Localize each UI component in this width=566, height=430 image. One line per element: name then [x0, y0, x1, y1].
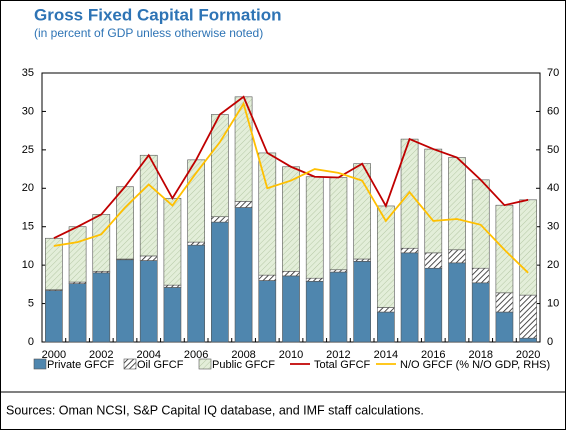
bar-segment — [400, 247, 419, 254]
bar-segment — [519, 294, 537, 339]
bar-segment — [116, 259, 134, 343]
bar-segment — [282, 270, 300, 277]
bar-segment — [68, 283, 87, 343]
bar-segment — [116, 186, 134, 260]
bar-segment — [424, 252, 443, 269]
legend-label: Public GFCF — [212, 359, 275, 371]
bar-segment — [305, 277, 324, 282]
bar-segment — [305, 176, 324, 279]
bar-segment — [329, 269, 348, 273]
bar-segment — [258, 152, 277, 276]
x-tick-label: 2008 — [231, 349, 255, 361]
legend-swatch — [33, 358, 47, 370]
chart-subtitle: (in percent of GDP unless otherwise note… — [34, 26, 263, 40]
y2-tick-label: 30 — [547, 221, 559, 233]
bar-segment — [353, 258, 371, 262]
legend-label: Total GFCF — [314, 359, 371, 371]
bar-segment — [211, 114, 229, 218]
y2-tick-label: 60 — [547, 105, 559, 117]
y2-tick-label: 20 — [547, 259, 559, 271]
bar-segment — [68, 226, 87, 283]
bar-segment — [139, 154, 158, 257]
y2-tick-label: 40 — [547, 182, 559, 194]
bar-segment — [92, 214, 111, 272]
legend-swatch — [198, 358, 212, 370]
y2-tick-label: 0 — [547, 336, 553, 348]
bar-segment — [211, 221, 229, 343]
y-tick-label: 20 — [22, 182, 34, 194]
legend-label: N/O GFCF (% N/O GDP, RHS) — [400, 359, 550, 371]
line-series — [53, 95, 529, 240]
bar-segment — [211, 216, 229, 223]
x-tick-label: 2010 — [279, 349, 303, 361]
line-series — [53, 101, 529, 274]
bar-segment — [424, 148, 443, 254]
legend-label: Private GFCF — [47, 359, 115, 371]
bar-segment — [448, 157, 466, 251]
x-tick-label: 2006 — [184, 349, 208, 361]
bar-segment — [187, 244, 205, 343]
legend-label: Oil GFCF — [137, 359, 184, 371]
y2-tick-label: 10 — [547, 297, 559, 309]
bar-segment — [234, 207, 253, 343]
bar-segment — [329, 271, 348, 343]
y2-tick-label: 70 — [547, 67, 559, 79]
y-tick-label: 35 — [22, 67, 34, 79]
bar-segment — [377, 311, 395, 343]
x-tick-label: 2002 — [89, 349, 113, 361]
bar-segment — [377, 307, 395, 313]
bar-segment — [448, 249, 466, 264]
chart-title: Gross Fixed Capital Formation — [34, 5, 282, 24]
bar-segment — [519, 337, 537, 343]
bar-segment — [92, 272, 111, 343]
y-tick-label: 0 — [28, 336, 34, 348]
bar-segment — [187, 241, 205, 246]
bar-segment — [400, 252, 419, 343]
source-note: Sources: Oman NCSI, S&P Capital IQ datab… — [6, 403, 424, 417]
bar-segment — [45, 290, 63, 343]
y-tick-label: 5 — [28, 297, 34, 309]
x-tick-label: 2014 — [374, 349, 398, 361]
bar-segment — [163, 197, 182, 286]
bar-segment — [471, 267, 490, 284]
bar-segment — [139, 255, 158, 261]
bar-segment — [424, 267, 443, 343]
bar-segment — [353, 260, 371, 343]
y-tick-label: 25 — [22, 144, 34, 156]
y-tick-label: 30 — [22, 105, 34, 117]
bar-segment — [234, 201, 253, 208]
bar-segment — [329, 177, 348, 271]
bar-segment — [471, 282, 490, 343]
bar-segment — [519, 199, 537, 296]
x-tick-label: 2020 — [516, 349, 540, 361]
bar-segment — [45, 237, 63, 291]
x-tick-label: 2016 — [421, 349, 445, 361]
bar-segment — [305, 280, 324, 343]
x-tick-label: 2004 — [136, 349, 160, 361]
bar-segment — [495, 311, 514, 343]
x-tick-label: 2012 — [326, 349, 350, 361]
x-tick-label: 2018 — [468, 349, 492, 361]
bar-segment — [163, 287, 182, 343]
bar-segment — [139, 260, 158, 343]
legend-swatch — [123, 358, 137, 370]
bar-segment — [258, 280, 277, 343]
bar-segment — [282, 275, 300, 343]
bar-segment — [258, 274, 277, 281]
y2-tick-label: 50 — [547, 144, 559, 156]
bar-segment — [163, 284, 182, 288]
bar-segment — [495, 292, 514, 313]
y-tick-label: 10 — [22, 259, 34, 271]
x-tick-label: 2000 — [42, 349, 66, 361]
y-tick-label: 15 — [22, 221, 34, 233]
bar-segment — [448, 262, 466, 343]
